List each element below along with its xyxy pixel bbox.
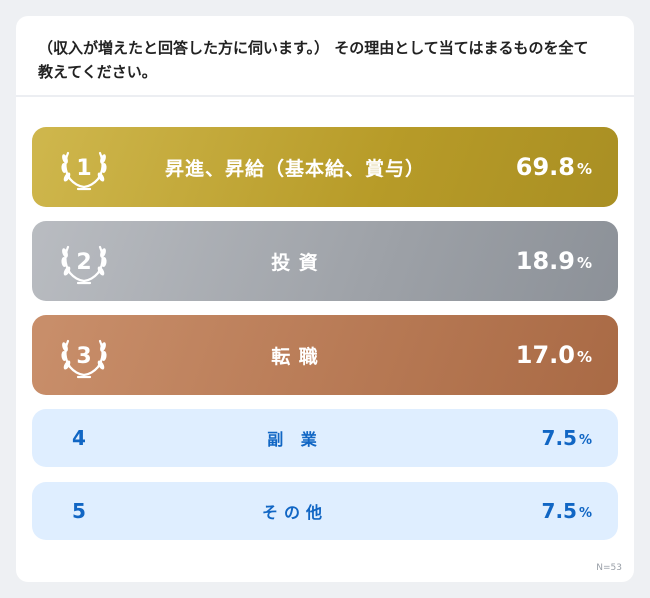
laurel-medal-icon: 3: [61, 339, 107, 379]
item-label: 転 職: [271, 345, 319, 368]
percentage-value: 18.9: [515, 247, 575, 275]
item-label: 副 業: [267, 430, 323, 449]
ranking-row-5: 5 その他 7.5%: [32, 482, 618, 540]
sample-size-note: N=53: [596, 563, 622, 573]
item-percentage: 69.8%: [516, 127, 592, 207]
ranking-row-4: 4 副 業 7.5%: [32, 409, 618, 467]
percentage-value: 7.5: [541, 499, 577, 523]
percentage-value: 7.5: [541, 426, 577, 450]
laurel-medal-icon: 1: [61, 151, 107, 191]
percentage-unit: %: [578, 432, 592, 448]
rank-number: 2: [76, 250, 91, 275]
percentage-value: 69.8: [515, 153, 575, 181]
item-percentage: 17.0%: [516, 315, 592, 395]
item-percentage: 18.9%: [516, 221, 592, 301]
question-text: （収入が増えたと回答した方に伺います。） その理由として当てはまるものを全て教え…: [38, 39, 589, 81]
rank-number: 4: [72, 426, 86, 450]
ranking-row-3: 3 転 職 17.0%: [32, 315, 618, 395]
ranking-row-2: 2 投 資 18.9%: [32, 221, 618, 301]
item-percentage: 7.5%: [542, 482, 592, 540]
percentage-unit: %: [576, 254, 592, 272]
rank-number: 5: [72, 499, 86, 523]
percentage-unit: %: [576, 160, 592, 178]
percentage-unit: %: [576, 348, 592, 366]
laurel-medal-icon: 2: [61, 245, 107, 285]
item-label: 昇進、昇給（基本給、賞与）: [164, 157, 425, 180]
ranking-row-1: 1 昇進、昇給（基本給、賞与） 69.8%: [32, 127, 618, 207]
item-percentage: 7.5%: [542, 409, 592, 467]
divider: [16, 95, 634, 97]
percentage-unit: %: [578, 505, 592, 521]
item-label: その他: [261, 503, 328, 522]
percentage-value: 17.0: [515, 341, 575, 369]
rank-number: 3: [76, 344, 91, 369]
rank-number: 1: [76, 156, 91, 181]
item-label: 投 資: [271, 251, 319, 274]
